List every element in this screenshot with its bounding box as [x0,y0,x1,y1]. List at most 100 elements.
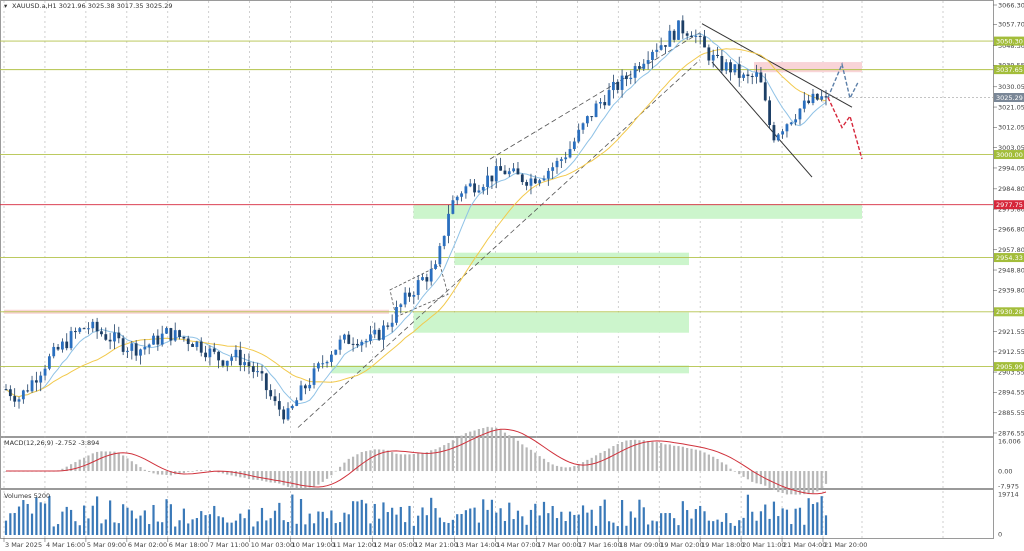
macd-histogram-bar [278,471,281,484]
candle-body [564,157,568,160]
volume-bar [204,515,207,535]
macd-histogram-bar [78,459,81,472]
candle-body [329,354,333,362]
volume-bar [647,524,650,535]
volume-bar [260,507,264,535]
volume-bar [78,525,81,535]
candle-body [468,183,472,187]
ma-slow-line [5,48,827,398]
candle-body [412,294,416,297]
candle-body [399,304,403,307]
candle-body [516,168,520,175]
candle-body [594,103,598,118]
volume-bar [373,503,376,535]
last-price-label: 3025.29 [996,94,1023,102]
candle-body [460,193,463,197]
macd-histogram-bar [148,471,151,472]
volume-bar [764,504,767,535]
level-badge-label: 3037.65 [996,66,1023,74]
macd-histogram-bar [369,450,372,472]
macd-histogram-bar [555,465,559,472]
macd-histogram-bar [516,440,520,472]
volume-bar [638,499,641,535]
volume-bar [751,511,754,535]
symbol-collapse-icon[interactable]: ▾ [4,2,8,10]
level-badge [994,150,1024,160]
macd-histogram-bar [182,471,185,474]
x-tick-label: 5 Mar 09:00 [87,541,126,549]
macd-histogram-bar [434,449,437,472]
support-resistance-zones [4,62,862,374]
volume-bar [686,510,689,535]
macd-histogram-bar [286,471,290,487]
candle-body [464,186,468,194]
volume-bar [230,522,233,535]
macd-histogram-bar [165,471,168,475]
candle-body [750,76,754,78]
level-badge-label: 3050.30 [996,37,1023,45]
macd-histogram-bar [694,449,697,472]
volume-bar [4,520,8,535]
y-tick-label: 3066.30 [998,1,1024,9]
macd-histogram-bar [104,451,107,472]
candle-body [612,81,615,91]
level-badge-label: 2930.28 [996,308,1023,316]
candle-body [733,64,737,73]
macd-histogram-bar [703,452,706,472]
volume-bar [48,495,51,535]
volume-bar [365,503,368,535]
volume-bar [395,514,398,535]
candle-body [442,235,446,247]
volume-bar [282,520,285,535]
candle-body [763,82,767,101]
candle-body [759,72,763,83]
macd-histogram-bar [490,427,494,472]
macd-histogram-bar [256,471,259,480]
macd-histogram-bar [130,461,133,472]
x-tick-label: 20 Mar 11:00 [742,541,785,549]
macd-histogram-bar [512,437,515,472]
macd-histogram-bar [655,442,658,472]
macd-histogram-bar [464,433,467,472]
macd-histogram-bar [200,470,203,472]
y-tick-label: 3030.05 [998,83,1024,91]
candle-body [503,170,507,175]
volume-bar [460,513,463,535]
candle-body [794,119,798,123]
x-tick-label: 21 Mar 04:00 [783,541,826,549]
volume-bar [239,513,242,535]
macd-histogram-bar [686,448,689,472]
candle-body [173,330,177,341]
candle-body [533,178,537,184]
volume-bar [200,511,203,535]
volume-bar [516,510,520,535]
macd-histogram-bar [391,452,394,472]
candle-body [256,371,260,373]
volume-bar [603,499,606,535]
candle-body [451,200,455,214]
volume-bar [451,519,454,535]
candle-body [755,72,758,77]
volume-bar [369,523,372,535]
volume-bar [447,522,450,535]
macd-histogram-bar [668,444,671,472]
macd-histogram-bar [794,471,797,495]
candle-body [308,384,312,389]
candle-body [694,35,698,37]
volume-bar [17,506,21,535]
macd-histogram-bar [96,451,99,472]
macd-histogram-bar [660,442,663,472]
macd-histogram-bar [772,471,776,490]
candle-body [121,338,125,352]
macd-histogram-bar [707,454,710,472]
macd-histogram-bar [273,471,277,483]
macd-histogram-bar [577,463,580,472]
candle-body [546,170,550,179]
candle-body [395,306,398,323]
support-zone [454,252,689,266]
macd-histogram-bar [430,450,433,472]
candle-body [39,375,43,383]
macd-histogram-bar [798,471,802,495]
volume-bar [547,513,550,535]
